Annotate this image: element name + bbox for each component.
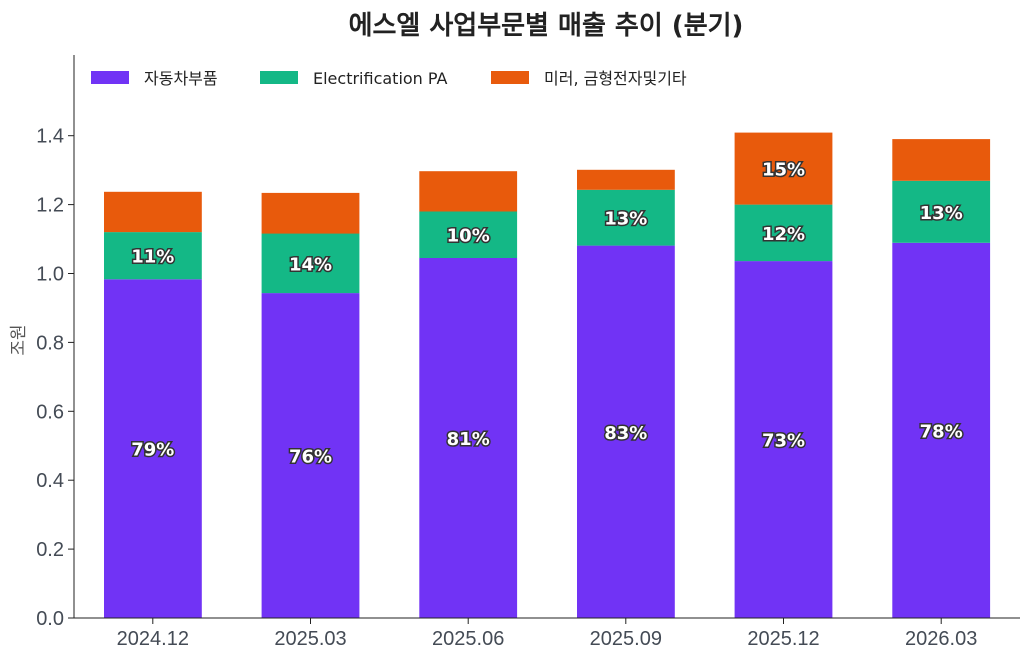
bar-1-1 — [261, 233, 360, 294]
bar-0-5 — [892, 242, 991, 619]
bar-label-0-3: 83% — [604, 423, 647, 444]
bar-2-5 — [892, 139, 991, 181]
bar-0-2 — [419, 258, 518, 618]
bar-label-0-4: 73% — [762, 431, 805, 452]
bar-label-1-5: 13% — [920, 203, 963, 224]
bar-label-1-1: 14% — [289, 254, 332, 275]
bar-2-2 — [419, 171, 518, 212]
bar-label-2-4: 15% — [762, 160, 805, 181]
axes-layer: 0.0 0.2 0.4 0.6 0.8 1.0 1.2 1.4 2024.12 2025.03 20… — [36, 55, 1020, 650]
legend-swatch-1 — [260, 71, 298, 84]
bar-0-0 — [104, 279, 202, 618]
bar-label-0-5: 78% — [920, 421, 963, 442]
bar-label-1-3: 13% — [604, 209, 647, 230]
legend-swatch-2 — [491, 71, 529, 84]
y-tick-label-0: 0.0 — [36, 608, 64, 630]
x-tick-label-3: 2025.09 — [590, 628, 662, 650]
bar-1-5 — [892, 180, 991, 243]
legend-label-0: 자동차부품 — [144, 69, 218, 88]
x-tick-label-0: 2024.12 — [117, 628, 189, 650]
y-tick-label-3: 0.6 — [36, 401, 64, 423]
bar-label-1-0: 11% — [131, 247, 174, 268]
legend-label-2: 미러, 금형전자및기타 — [544, 69, 687, 88]
x-tick-label-2: 2025.06 — [432, 628, 504, 650]
x-tick-label-1: 2025.03 — [274, 628, 346, 650]
bar-1-4 — [734, 204, 833, 262]
y-axis-label: 조원 — [9, 324, 29, 355]
y-tick-label-1: 0.2 — [36, 539, 64, 561]
bar-2-4 — [734, 132, 833, 205]
y-tick-label-2: 0.4 — [36, 470, 64, 492]
bar-2-0 — [104, 191, 202, 233]
bar-2-3 — [577, 169, 675, 190]
bar-label-0-0: 79% — [131, 440, 174, 461]
legend: 자동차부품 Electrification PA 미러, 금형전자및기타 — [91, 69, 687, 88]
chart-title: 에스엘 사업부문별 매출 추이 (분기) — [349, 11, 744, 41]
y-tick-label-7: 1.4 — [36, 126, 64, 148]
bars-layer: 79% 11% 76% 14% 81% 10% 83% 13% 73% 12% 15% 78% 13% — [104, 132, 991, 619]
bar-label-1-2: 10% — [447, 226, 490, 247]
x-tick-label-5: 2026.03 — [905, 628, 977, 650]
bar-label-0-2: 81% — [447, 429, 490, 450]
bar-label-1-4: 12% — [762, 224, 805, 245]
legend-label-1: Electrification PA — [313, 69, 448, 88]
bar-label-0-1: 76% — [289, 447, 332, 468]
bar-1-3 — [577, 189, 675, 246]
bar-0-1 — [261, 293, 360, 618]
bar-1-2 — [419, 211, 518, 258]
bar-0-4 — [734, 261, 833, 618]
bar-2-1 — [261, 192, 360, 234]
y-tick-label-5: 1.0 — [36, 264, 64, 286]
x-tick-label-4: 2025.12 — [747, 628, 819, 650]
y-tick-label-4: 0.8 — [36, 332, 64, 354]
y-tick-label-6: 1.2 — [36, 195, 64, 217]
bar-1-0 — [104, 232, 202, 280]
bar-0-3 — [577, 245, 675, 618]
legend-swatch-0 — [91, 71, 129, 84]
